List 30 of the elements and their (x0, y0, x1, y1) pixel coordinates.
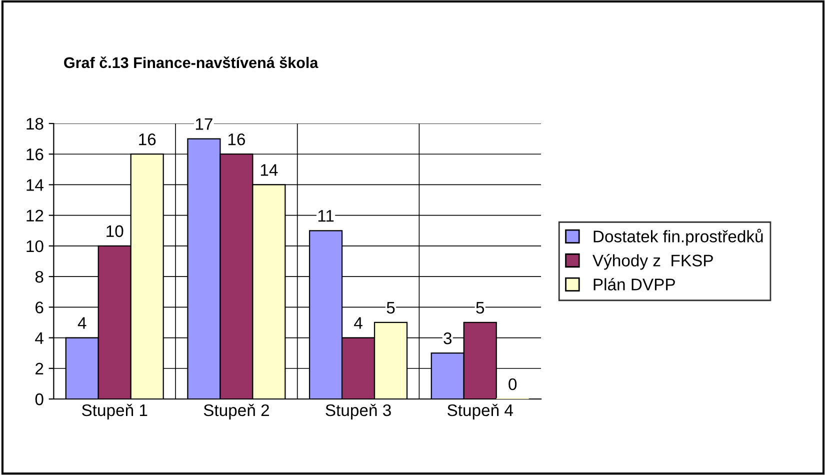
y-tick-label: 2 (36, 362, 44, 374)
data-label: 16 (228, 133, 245, 146)
chart-title: Graf č.13 Finance-navštívená škola (64, 56, 318, 68)
data-label: 5 (386, 302, 395, 314)
data-label: 5 (476, 302, 484, 314)
data-label: 14 (260, 164, 278, 176)
data-label: 17 (196, 118, 212, 130)
y-tick-label: 18 (26, 118, 44, 130)
data-label: 4 (354, 317, 362, 329)
y-tick-label: 8 (35, 270, 44, 283)
y-tick-label: 0 (35, 393, 44, 406)
legend-label: Dostatek fin.prostředků (594, 228, 763, 246)
legend-label: Výhody z FKSP (592, 254, 713, 270)
data-label: 0 (508, 378, 517, 390)
data-label: 11 (318, 210, 334, 222)
data-label: 16 (139, 133, 156, 146)
y-tick-label: 4 (35, 332, 44, 344)
y-tick-label: 16 (26, 148, 44, 160)
legend-label: Plán DVPP (594, 278, 675, 290)
y-tick-label: 6 (36, 302, 44, 314)
y-tick-label: 12 (26, 210, 44, 222)
x-tick-label: Stupeň 2 (204, 404, 269, 420)
y-tick-label: 14 (26, 179, 44, 191)
x-tick-label: Stupeň 3 (326, 404, 391, 420)
data-label: 4 (78, 317, 86, 329)
data-label: 3 (444, 332, 452, 344)
x-tick-label: Stupeň 4 (448, 404, 513, 420)
data-label: 10 (106, 225, 124, 238)
x-tick-label: Stupeň 1 (82, 404, 148, 420)
y-tick-label: 10 (26, 240, 44, 252)
